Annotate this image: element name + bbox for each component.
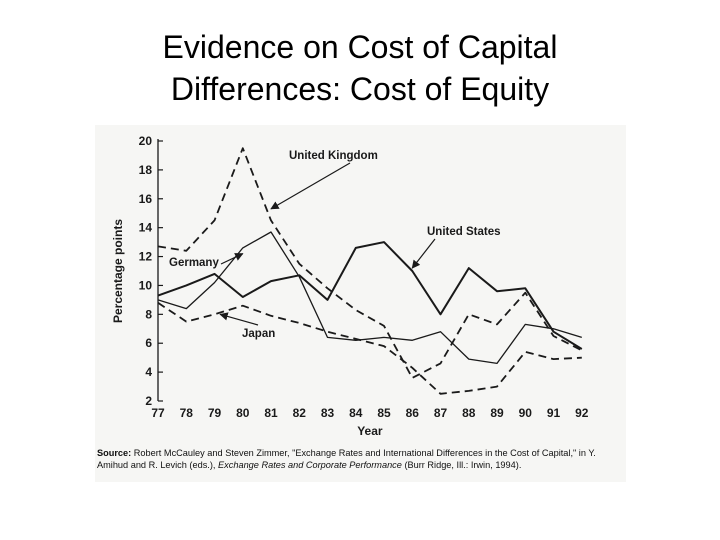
annotations: United Kingdom United States Germany Japan [169, 150, 501, 340]
x-tick-label: 82 [293, 406, 307, 420]
x-tick-label: 80 [236, 406, 250, 420]
x-tick-label: 86 [406, 406, 420, 420]
series-lines [157, 147, 583, 395]
y-tick-label: 4 [145, 365, 152, 379]
annotation-arrow-germany [220, 253, 244, 265]
x-tick-label: 90 [519, 406, 533, 420]
series-line-japan [157, 302, 582, 395]
x-tick-label: 79 [208, 406, 222, 420]
annotation-label-united-states: United States [427, 226, 501, 238]
axes: 2 4 6 8 10 12 14 16 18 20 77 78 79 80 81 82 83 84 85 86 87 88… [111, 134, 589, 438]
x-tick-label: 92 [575, 406, 589, 420]
y-tick-label: 2 [145, 394, 152, 408]
series-line-united-states [157, 241, 583, 350]
x-axis-label: Year [357, 424, 383, 438]
series-line-germany [157, 231, 582, 365]
source-book-title: Exchange Rates and Corporate Performance [218, 460, 402, 470]
x-tick-label: 89 [490, 406, 504, 420]
x-tick-label: 91 [547, 406, 561, 420]
x-tick-label: 81 [264, 406, 278, 420]
x-tick-label: 88 [462, 406, 476, 420]
source-text: Robert McCauley and Steven Zimmer, "Exch… [97, 448, 596, 470]
x-tick-label: 87 [434, 406, 448, 420]
y-tick-label: 12 [139, 250, 153, 264]
y-tick-label: 6 [145, 336, 152, 350]
x-tick-label: 84 [349, 406, 363, 420]
x-tick-label: 85 [377, 406, 391, 420]
source-note: Source: Robert McCauley and Steven Zimme… [97, 447, 625, 471]
source-label: Source: [97, 448, 132, 458]
title-line-1: Evidence on Cost of Capital [162, 29, 558, 65]
annotation-arrow-japan [219, 312, 259, 326]
y-tick-label: 8 [145, 307, 152, 321]
annotation-label-japan: Japan [242, 328, 275, 340]
annotation-label-germany: Germany [169, 257, 219, 269]
annotation-arrow-united-kingdom [270, 162, 351, 210]
y-axis-label: Percentage points [111, 219, 125, 323]
y-tick-label: 16 [139, 192, 153, 206]
scanned-chart: 2 4 6 8 10 12 14 16 18 20 77 78 79 80 81 82 83 84 85 86 87 88… [95, 125, 626, 482]
y-tick-label: 20 [139, 134, 153, 148]
x-tick-label: 77 [151, 406, 165, 420]
y-tick-label: 10 [139, 278, 153, 292]
y-tick-label: 14 [139, 221, 153, 235]
series-line-united-kingdom [157, 147, 583, 379]
x-tick-label: 78 [180, 406, 194, 420]
x-tick-label: 83 [321, 406, 335, 420]
annotation-label-united-kingdom: United Kingdom [289, 150, 378, 162]
source-publisher: (Burr Ridge, Ill.: Irwin, 1994). [401, 460, 522, 470]
annotation-arrow-united-states [411, 238, 436, 269]
line-chart: 2 4 6 8 10 12 14 16 18 20 77 78 79 80 81 82 83 84 85 86 87 88… [111, 134, 589, 438]
y-tick-label: 18 [139, 163, 153, 177]
title-line-2: Differences: Cost of Equity [170, 71, 550, 107]
slide-title: Evidence on Cost of Capital Differences:… [0, 26, 720, 110]
